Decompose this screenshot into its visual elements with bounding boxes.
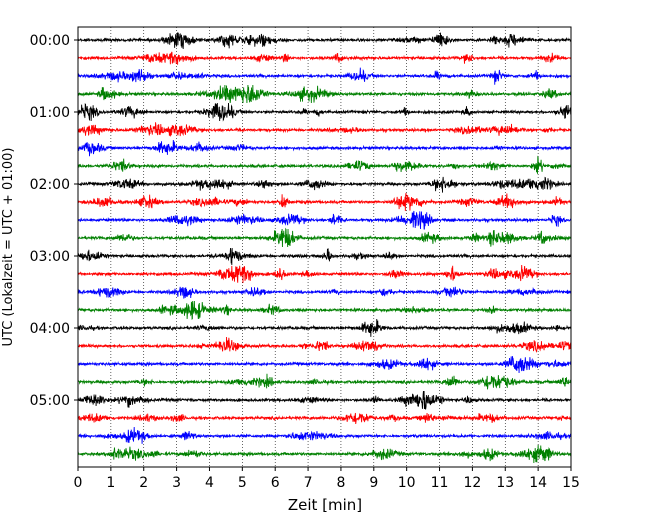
x-tick-label: 6 (271, 475, 280, 491)
x-axis-label: Zeit [min] (288, 496, 362, 514)
trace-line (77, 373, 572, 390)
trace-line (77, 264, 572, 283)
vertical-grid (110, 27, 539, 467)
trace-line (77, 122, 572, 137)
trace-line (77, 356, 572, 374)
trace-line (77, 67, 572, 85)
x-tick-label: 15 (562, 475, 580, 491)
x-tick-label: 1 (106, 475, 115, 491)
trace-line (77, 176, 572, 193)
y-axis-ticks: 00:00 01:00 02:00 03:00 04:00 05:00 (30, 33, 78, 409)
x-tick-label: 8 (336, 475, 345, 491)
x-tick-label: 9 (369, 475, 378, 491)
x-tick-label: 10 (398, 475, 416, 491)
x-tick-label: 4 (205, 475, 214, 491)
x-tick-label: 5 (238, 475, 247, 491)
trace-line (77, 300, 572, 320)
x-tick-label: 0 (74, 475, 83, 491)
trace-line (77, 227, 572, 248)
x-tick-label: 11 (431, 475, 449, 491)
trace-line (77, 286, 572, 299)
trace-line (77, 426, 572, 444)
trace-line (77, 247, 572, 266)
x-tick-label: 3 (172, 475, 181, 491)
trace-line (77, 51, 572, 65)
y-tick-label: 00:00 (30, 33, 70, 49)
trace-line (77, 390, 572, 410)
trace-line (77, 102, 572, 122)
x-tick-label: 2 (139, 475, 148, 491)
x-axis-ticks: 0 1 2 3 4 5 6 7 8 9 10 11 12 13 14 15 (74, 467, 580, 491)
trace-line (77, 139, 572, 157)
trace-line (77, 155, 572, 174)
seismic-traces (77, 32, 572, 464)
trace-line (77, 84, 572, 104)
plot-frame (77, 26, 572, 468)
trace-line (77, 318, 572, 337)
y-tick-label: 05:00 (30, 393, 70, 409)
y-axis-label: UTC (Lokalzeit = UTC + 01:00) (1, 148, 16, 347)
x-tick-label: 13 (496, 475, 514, 491)
trace-line (77, 32, 572, 50)
y-tick-label: 01:00 (30, 105, 70, 121)
x-tick-label: 7 (304, 475, 313, 491)
y-tick-label: 03:00 (30, 249, 70, 265)
trace-line (77, 192, 572, 211)
y-tick-label: 04:00 (30, 321, 70, 337)
trace-line (77, 210, 572, 230)
trace-line (77, 444, 572, 464)
y-tick-label: 02:00 (30, 177, 70, 193)
x-tick-label: 14 (529, 475, 547, 491)
trace-line (77, 412, 572, 424)
x-tick-label: 12 (463, 475, 481, 491)
trace-line (77, 336, 572, 353)
